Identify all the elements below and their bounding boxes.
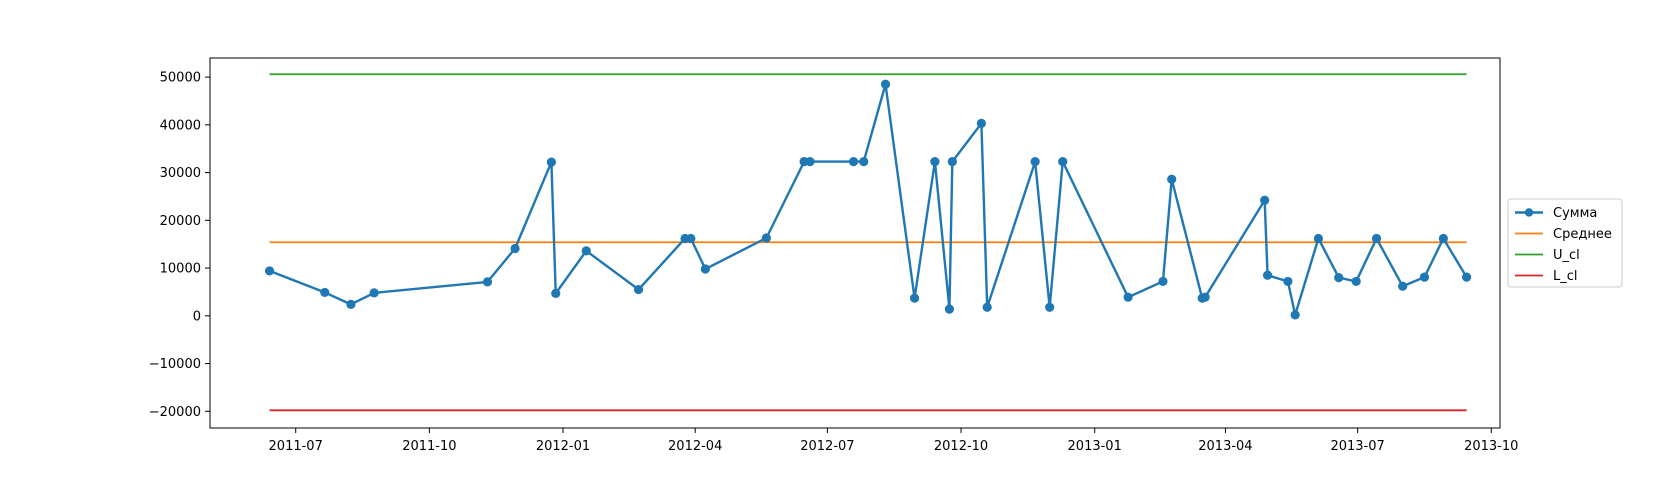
- data-point: [930, 157, 940, 167]
- data-point: [346, 299, 356, 309]
- data-point: [1283, 276, 1293, 287]
- data-point: [1158, 276, 1168, 287]
- axes: −20000 −10000 0 10000 20000 30000 40000 50000 20…: [149, 57, 1518, 454]
- x-tick-label: 2013-10: [1464, 439, 1518, 454]
- x-tick-label: 2013-04: [1198, 439, 1252, 454]
- data-point: [1058, 157, 1068, 167]
- x-tick-label: 2012-10: [934, 439, 988, 454]
- x-tick-label: 2012-04: [668, 439, 722, 454]
- legend-label: U_cl: [1553, 248, 1580, 263]
- y-tick-label: 30000: [160, 166, 201, 181]
- data-point: [947, 157, 957, 167]
- data-point: [264, 266, 275, 276]
- y-tick-label: 20000: [160, 214, 201, 229]
- data-point: [1371, 233, 1382, 244]
- x-tick-label: 2012-07: [800, 439, 854, 454]
- data-point: [1123, 292, 1133, 302]
- plot-frame: [209, 57, 1501, 429]
- data-point: [1260, 195, 1270, 205]
- data-point: [686, 233, 696, 244]
- data-point: [700, 264, 710, 274]
- y-tick-label: 0: [193, 309, 201, 324]
- data-point: [1200, 292, 1210, 302]
- y-tick-label: 50000: [160, 71, 201, 86]
- data-point: [1045, 302, 1055, 312]
- data-point: [1167, 174, 1177, 184]
- y-tick-label: −20000: [149, 405, 201, 420]
- data-point: [859, 157, 869, 167]
- legend-label: L_cl: [1553, 269, 1578, 284]
- data-point: [805, 157, 815, 167]
- data-point: [1290, 310, 1300, 320]
- y-tick-label: 10000: [160, 262, 201, 277]
- data-point: [633, 284, 644, 295]
- x-tick-label: 2013-07: [1330, 439, 1384, 454]
- data-point: [581, 246, 591, 256]
- plot-area: [264, 73, 1472, 412]
- data-point: [1334, 273, 1344, 283]
- data-point: [944, 304, 955, 314]
- x-tick-label: 2011-10: [402, 439, 456, 454]
- data-point: [976, 118, 986, 129]
- y-tick-label: 40000: [160, 118, 201, 133]
- legend-label: Сумма: [1553, 206, 1597, 221]
- y-tick-label: −10000: [149, 357, 201, 372]
- x-tick-label: 2012-01: [536, 439, 590, 454]
- data-point: [1398, 281, 1408, 291]
- data-point: [982, 302, 992, 312]
- data-point: [1461, 272, 1472, 282]
- data-point: [510, 243, 520, 254]
- data-point: [546, 157, 556, 167]
- data-point: [848, 157, 859, 167]
- legend-marker: [1524, 208, 1534, 217]
- legend-label: Среднее: [1553, 227, 1612, 242]
- data-point: [482, 277, 493, 287]
- data-point: [761, 233, 771, 243]
- data-point: [1419, 272, 1430, 282]
- data-point: [1438, 233, 1448, 244]
- data-point: [551, 288, 561, 298]
- data-point: [1313, 233, 1324, 244]
- x-tick-label: 2013-01: [1068, 439, 1122, 454]
- x-tick-label: 2011-07: [269, 439, 323, 454]
- legend: Сумма Среднее U_cl L_cl: [1507, 198, 1623, 288]
- data-point: [1030, 157, 1040, 167]
- data-point: [369, 288, 379, 298]
- data-point: [1262, 270, 1273, 280]
- data-point: [1351, 276, 1361, 287]
- legend-box: [1507, 198, 1623, 288]
- data-point: [909, 293, 920, 303]
- data-point: [880, 79, 891, 89]
- data-point: [320, 287, 330, 298]
